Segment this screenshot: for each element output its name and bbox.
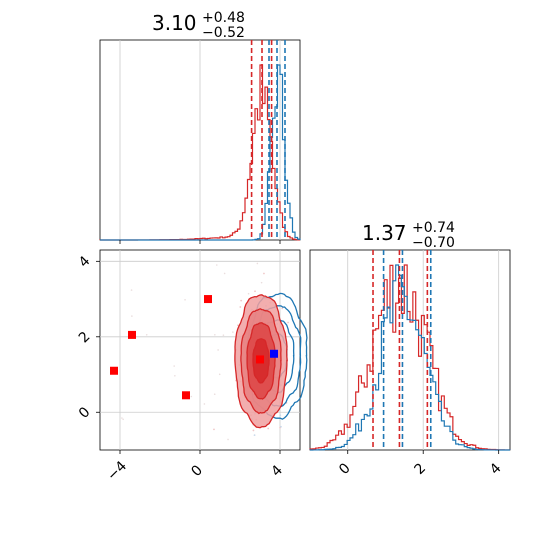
marginal-y-panel: 0 2 4 1.37 +0.74 −0.70 bbox=[309, 220, 511, 478]
marginal-y-frame bbox=[309, 249, 511, 451]
marginal-x-title-minus: −0.52 bbox=[202, 25, 245, 41]
scatter-point bbox=[218, 373, 221, 376]
x-tick-label: 4 bbox=[487, 460, 505, 478]
scatter-point bbox=[232, 331, 234, 333]
marginal-x-title-value: 3.10 bbox=[152, 11, 197, 35]
marginal-y-histograms bbox=[309, 264, 511, 451]
y-tick-label: 0 bbox=[76, 404, 94, 422]
histogram-blue bbox=[309, 264, 511, 451]
marker-blue bbox=[270, 349, 278, 358]
scatter-point bbox=[223, 272, 226, 275]
marginal-x-histograms bbox=[99, 64, 301, 241]
joint-markers bbox=[110, 295, 278, 400]
scatter-point bbox=[130, 289, 133, 291]
scatter-point bbox=[240, 299, 243, 302]
scatter-point bbox=[213, 393, 216, 396]
scatter-point bbox=[252, 429, 255, 432]
scatter-point bbox=[281, 307, 284, 310]
scatter-point bbox=[203, 403, 206, 405]
scatter-point bbox=[279, 414, 282, 417]
marginal-y-ticks: 0 2 4 bbox=[336, 450, 505, 478]
scatter-point bbox=[254, 290, 256, 293]
x-tick-label: 0 bbox=[336, 460, 354, 478]
marker-red bbox=[182, 391, 190, 400]
scatter-point bbox=[214, 333, 216, 336]
scatter-point bbox=[131, 315, 133, 317]
marginal-y-title-plus: +0.74 bbox=[412, 220, 455, 236]
scatter-point bbox=[184, 298, 186, 301]
scatter-point bbox=[173, 365, 175, 367]
histogram-blue bbox=[100, 64, 301, 241]
scatter-point bbox=[213, 428, 215, 431]
scatter-point bbox=[237, 324, 239, 327]
scatter-point bbox=[121, 417, 123, 419]
marker-red bbox=[256, 355, 264, 364]
scatter-point bbox=[215, 264, 218, 266]
x-tick-label: 0 bbox=[188, 462, 206, 480]
scatter-point bbox=[280, 425, 282, 428]
scatter-point bbox=[247, 292, 250, 295]
scatter-point bbox=[239, 306, 242, 308]
marker-red bbox=[110, 366, 118, 375]
x-tick-label: 4 bbox=[268, 462, 286, 480]
scatter-point bbox=[145, 333, 148, 336]
scatter-point bbox=[174, 374, 176, 377]
marginal-x-panel: 3.10 +0.48 −0.52 bbox=[99, 10, 301, 244]
scatter-point bbox=[256, 262, 259, 265]
scatter-point bbox=[227, 438, 229, 441]
scatter-point bbox=[190, 395, 193, 398]
marginal-x-quantile-lines bbox=[250, 40, 286, 240]
scatter-point bbox=[263, 272, 265, 275]
x-tick-label: 2 bbox=[412, 460, 430, 478]
marginal-y-quantile-lines bbox=[372, 250, 432, 450]
marker-red bbox=[204, 295, 212, 304]
marginal-y-title-minus: −0.70 bbox=[412, 235, 455, 251]
y-tick-label: 2 bbox=[76, 329, 94, 347]
scatter-point bbox=[253, 434, 256, 437]
scatter-point bbox=[217, 349, 219, 351]
marginal-x-title: 3.10 bbox=[152, 11, 197, 35]
marginal-x-title-plus: +0.48 bbox=[202, 10, 245, 26]
joint-panel: −4 0 4 0 2 4 bbox=[76, 249, 308, 484]
scatter-point bbox=[260, 281, 263, 284]
marker-red bbox=[128, 330, 136, 339]
scatter-point bbox=[287, 321, 289, 324]
scatter-point bbox=[222, 334, 225, 336]
marginal-y-grid bbox=[347, 250, 500, 450]
x-tick-label: −4 bbox=[104, 458, 130, 484]
marginal-y-title-value: 1.37 bbox=[362, 221, 407, 245]
scatter-point bbox=[122, 418, 124, 421]
scatter-point bbox=[267, 427, 270, 430]
histogram-red bbox=[309, 264, 511, 451]
y-tick-label: 4 bbox=[76, 253, 94, 271]
marginal-x-ticks bbox=[119, 240, 281, 244]
